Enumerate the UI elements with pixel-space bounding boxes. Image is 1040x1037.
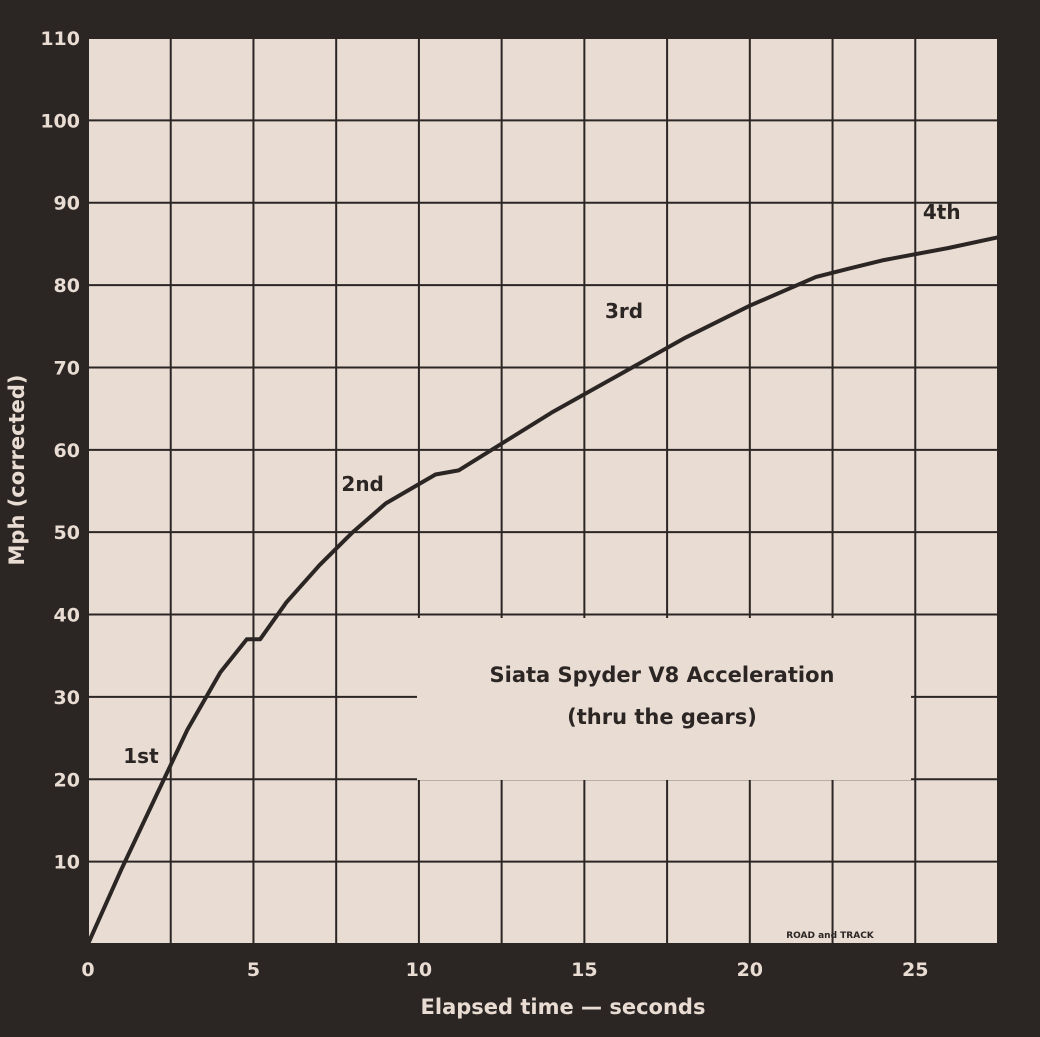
y-tick-label: 90	[54, 193, 80, 215]
x-tick-label: 15	[571, 959, 597, 981]
y-tick-label: 20	[54, 769, 80, 791]
x-axis-label: Elapsed time — seconds	[421, 995, 706, 1019]
gear-labels: 1st 2nd 3rd 4th	[123, 200, 960, 768]
y-tick-label: 110	[40, 28, 80, 50]
chart-subtitle: (thru the gears)	[567, 705, 757, 729]
series-layer	[86, 235, 1000, 946]
gear-label: 1st	[123, 744, 159, 768]
y-tick-label: 10	[54, 852, 80, 874]
acceleration-curve	[86, 235, 1000, 946]
x-tick-label: 5	[247, 959, 260, 981]
x-tick-label: 20	[737, 959, 763, 981]
y-tick-labels: 10 20 30 40 50 60 70 80 90 100 110	[40, 28, 80, 874]
gear-label: 4th	[923, 200, 961, 224]
credit-label: ROAD and TRACK	[786, 931, 875, 941]
x-tick-labels: 0 5 10 15 20 25	[81, 959, 928, 981]
y-axis-label: Mph (corrected)	[5, 375, 29, 566]
y-tick-label: 70	[54, 357, 80, 379]
gear-label: 2nd	[341, 472, 383, 496]
x-tick-label: 10	[406, 959, 432, 981]
chart-title: Siata Spyder V8 Acceleration	[490, 663, 835, 687]
y-tick-label: 50	[54, 522, 80, 544]
title-box	[417, 618, 911, 780]
y-tick-label: 80	[54, 275, 80, 297]
y-tick-label: 100	[40, 110, 80, 132]
y-tick-label: 30	[54, 687, 80, 709]
y-tick-label: 40	[54, 605, 80, 627]
x-tick-label: 25	[902, 959, 928, 981]
y-tick-label: 60	[54, 440, 80, 462]
plot-area	[88, 38, 998, 944]
gear-label: 3rd	[605, 299, 643, 323]
x-tick-label: 0	[81, 959, 94, 981]
